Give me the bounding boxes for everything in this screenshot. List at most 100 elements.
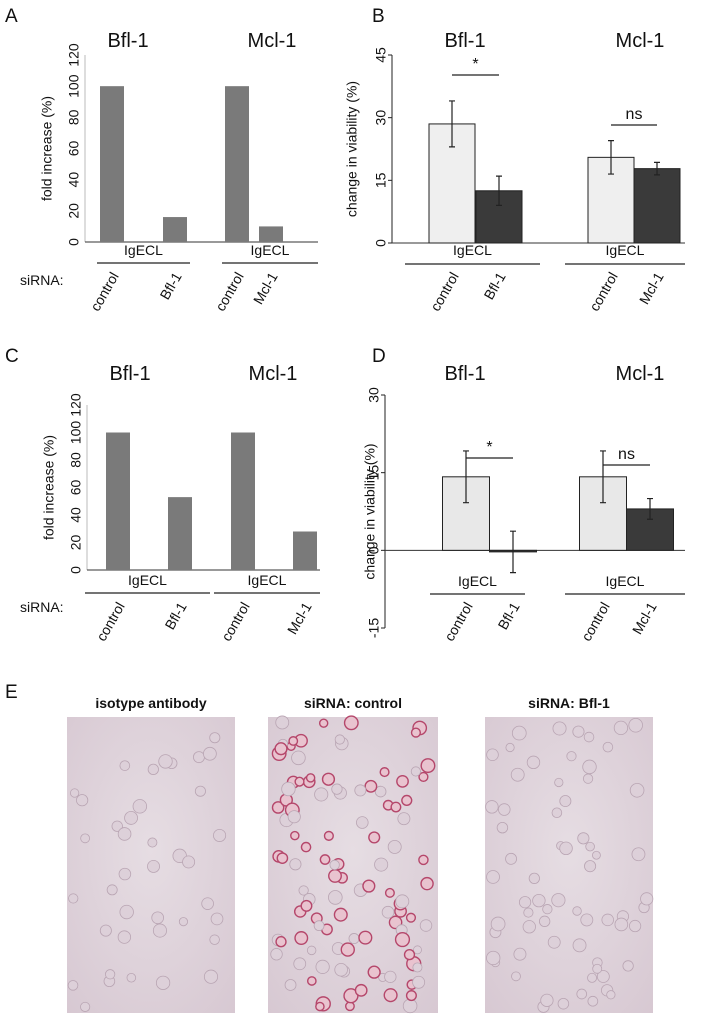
cell (587, 972, 598, 983)
cell (551, 807, 563, 819)
cell (587, 995, 599, 1007)
cell (402, 998, 418, 1014)
cell (628, 919, 642, 933)
cell (68, 893, 79, 904)
cell (213, 828, 227, 842)
cell (496, 821, 509, 834)
cell (348, 933, 360, 945)
cell (412, 975, 426, 989)
y-tick-label: 20 (68, 535, 84, 551)
category-label: Bfl-1 (157, 269, 185, 302)
cell (629, 783, 645, 798)
significance-label: ns (626, 106, 643, 123)
cell (275, 936, 287, 948)
group-label: IgECL (251, 242, 290, 258)
cell (505, 852, 517, 865)
cell (498, 803, 511, 816)
cell (419, 919, 433, 932)
cell (394, 931, 411, 948)
micrograph (67, 717, 235, 1013)
group-label: IgECL (128, 572, 167, 588)
cell (356, 816, 369, 829)
cell (331, 783, 343, 795)
cell (577, 832, 590, 845)
cell (334, 734, 345, 745)
bar (259, 226, 283, 242)
cell (294, 931, 309, 945)
cell (395, 894, 410, 909)
cell (294, 776, 305, 787)
cell (368, 831, 381, 844)
cell (209, 934, 220, 945)
cell (486, 748, 499, 762)
cell (271, 801, 285, 814)
y-tick-label: 0 (373, 239, 389, 247)
y-tick-label: 20 (66, 203, 82, 219)
cell (119, 904, 134, 920)
y-tick-label: 0 (68, 566, 84, 574)
cell (284, 979, 297, 991)
group-title: Bfl-1 (109, 363, 150, 385)
category-label: control (586, 269, 621, 313)
row-label: siRNA: (20, 599, 64, 615)
cell (274, 742, 288, 756)
cell (111, 820, 123, 832)
cell (511, 971, 521, 982)
cell (354, 983, 368, 997)
cell (523, 907, 534, 918)
micrograph (268, 715, 438, 1014)
cell (201, 897, 214, 910)
cell (554, 777, 564, 788)
group-title: Mcl-1 (248, 30, 297, 52)
cell (287, 810, 301, 824)
category-label: control (212, 269, 247, 313)
cell (333, 907, 348, 922)
group-title: Mcl-1 (249, 363, 298, 385)
cell (300, 841, 312, 853)
cell (628, 717, 643, 733)
cell (364, 779, 378, 793)
cell (559, 841, 573, 856)
cell (314, 787, 329, 802)
cell (147, 837, 158, 848)
panel-label: C (5, 346, 19, 367)
cell (106, 884, 118, 896)
cell (572, 725, 585, 738)
cell (486, 870, 500, 884)
cell (340, 942, 355, 957)
cell (105, 969, 116, 980)
cell (334, 962, 348, 977)
category-label: control (578, 599, 613, 643)
cell (315, 959, 330, 974)
category-label: Mcl-1 (250, 269, 281, 307)
cell (613, 720, 629, 736)
cell (592, 963, 603, 974)
cell (390, 801, 402, 813)
cell (410, 727, 422, 738)
y-axis-label: change in viability (%) (362, 443, 378, 579)
cell (209, 732, 221, 744)
row-label: siRNA: (20, 272, 64, 288)
group-label: IgECL (606, 573, 645, 589)
cell (306, 945, 317, 956)
y-tick-label: 60 (66, 141, 82, 157)
y-tick-label: 15 (366, 465, 382, 481)
category-label: control (87, 269, 122, 313)
category-label: control (441, 599, 476, 643)
y-tick-label: 120 (68, 393, 84, 417)
cell (420, 876, 434, 891)
cell (582, 759, 597, 775)
cell (601, 913, 614, 927)
bar (293, 531, 317, 570)
cell (592, 850, 601, 860)
y-axis-label: fold increase (%) (41, 435, 57, 540)
cell (117, 930, 132, 944)
cell (151, 911, 164, 925)
cell (640, 892, 654, 906)
panel-label: A (5, 6, 18, 27)
cell (405, 912, 417, 923)
cell (566, 751, 577, 762)
panel-label: B (372, 6, 385, 27)
image-title: siRNA: control (304, 695, 402, 711)
bar (225, 86, 249, 243)
